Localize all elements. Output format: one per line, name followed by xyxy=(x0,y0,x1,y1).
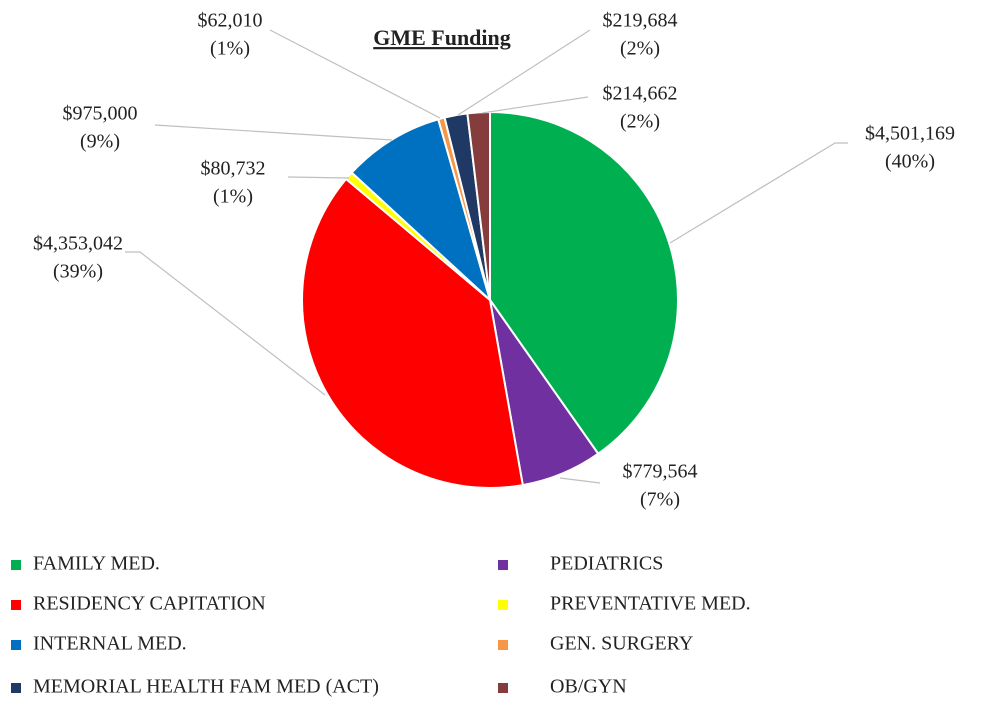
legend-label: RESIDENCY CAPITATION xyxy=(33,593,266,615)
leader-line xyxy=(287,176,350,179)
pie-slice xyxy=(489,110,679,456)
legend-label: OB/GYN xyxy=(550,676,627,698)
legend-marker xyxy=(11,600,21,610)
legend-label: PEDIATRICS xyxy=(550,553,663,575)
data-label: $219,684 xyxy=(603,10,678,32)
percent-label: (2%) xyxy=(620,38,660,60)
legend-label: PREVENTATIVE MED. xyxy=(550,593,751,615)
data-label: $975,000 xyxy=(63,103,138,125)
chart-title: GME Funding xyxy=(373,25,511,50)
data-label: $779,564 xyxy=(623,461,698,483)
legend-label: GEN. SURGERY xyxy=(550,633,693,655)
legend-marker xyxy=(11,560,21,570)
leader-line xyxy=(269,29,441,119)
legend-marker xyxy=(498,560,508,570)
legend-label: MEMORIAL HEALTH FAM MED (ACT) xyxy=(33,676,379,698)
leader-line xyxy=(457,29,591,116)
leader-line xyxy=(481,96,589,114)
data-label: $4,501,169 xyxy=(865,123,955,145)
percent-label: (9%) xyxy=(80,131,120,153)
percent-label: (1%) xyxy=(210,38,250,60)
percent-label: (39%) xyxy=(53,261,103,283)
legend-marker xyxy=(11,640,21,650)
leader-line xyxy=(125,251,326,396)
leader-line xyxy=(669,142,848,244)
legend-label: INTERNAL MED. xyxy=(33,633,187,655)
percent-label: (7%) xyxy=(640,489,680,511)
leader-line xyxy=(559,477,601,484)
legend-label: FAMILY MED. xyxy=(33,553,160,575)
data-label: $214,662 xyxy=(603,83,678,105)
data-label: $4,353,042 xyxy=(33,233,123,255)
legend-marker xyxy=(498,640,508,650)
percent-label: (2%) xyxy=(620,111,660,133)
data-label: $62,010 xyxy=(198,10,263,32)
percent-label: (1%) xyxy=(213,186,253,208)
data-label: $80,732 xyxy=(201,158,266,180)
leader-line xyxy=(154,124,393,141)
pie-slice xyxy=(301,177,524,489)
legend-marker xyxy=(498,683,508,693)
legend-marker xyxy=(11,683,21,693)
percent-label: (40%) xyxy=(885,151,935,173)
legend-marker xyxy=(498,600,508,610)
